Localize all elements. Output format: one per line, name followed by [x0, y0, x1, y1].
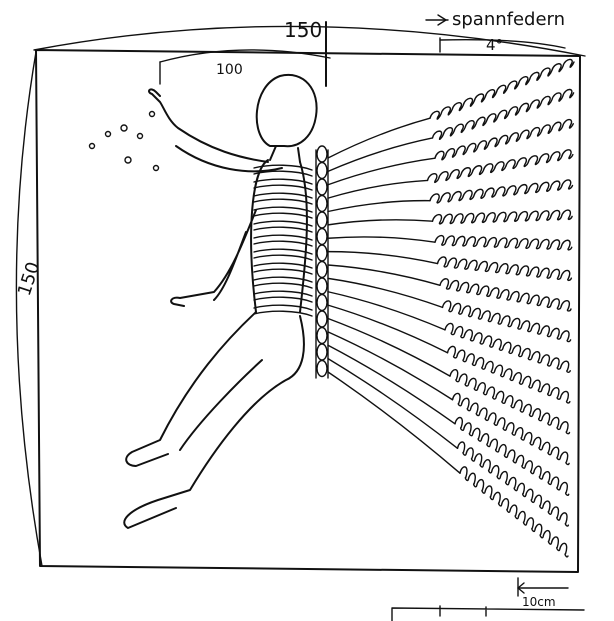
spring-coil	[429, 179, 574, 204]
spine-coil	[316, 277, 328, 295]
bottom-dimension-arrow	[517, 582, 525, 594]
top-dimension-label: 150	[284, 18, 322, 42]
spring-wire	[327, 179, 429, 199]
spine-coil	[316, 310, 328, 328]
spring-coil	[451, 392, 570, 466]
spring-wire	[327, 304, 449, 354]
figure-neck	[269, 145, 301, 163]
spine-coil	[316, 161, 328, 180]
spring-coil	[454, 416, 570, 496]
left-dimension-arc	[15, 51, 43, 567]
torso-band	[253, 248, 313, 261]
crumbs	[88, 110, 160, 172]
spring-coil	[431, 209, 573, 225]
torso-band	[253, 220, 313, 233]
spring-coil	[444, 322, 571, 373]
torso-band	[253, 234, 313, 247]
spring-coil	[434, 234, 573, 251]
springs-fan	[327, 58, 575, 558]
spine-coil	[316, 260, 328, 279]
spring-wire	[327, 277, 444, 309]
spring-coil	[431, 88, 575, 140]
spine-coil	[316, 326, 328, 345]
torso-band	[253, 262, 313, 275]
figure-legs	[123, 311, 305, 529]
spring-wire	[327, 331, 454, 401]
spine-coil	[316, 293, 328, 312]
figure-lower-arm	[170, 209, 257, 307]
spine-coils	[315, 145, 329, 379]
spine-coil	[316, 359, 328, 378]
spring-wire	[327, 357, 459, 450]
figure-head	[255, 73, 318, 148]
torso-band	[253, 276, 313, 289]
spine-coil	[316, 194, 328, 213]
spine-coil	[316, 178, 328, 196]
spring-coil	[441, 300, 572, 343]
spring-coil	[436, 256, 573, 282]
spring-wire	[327, 344, 456, 425]
spring-wire	[327, 236, 436, 243]
spring-coil	[429, 58, 575, 120]
spring-wire	[327, 219, 434, 226]
left-dimension-label: 150	[14, 259, 45, 298]
bottom-dimension-label: 10cm	[522, 595, 556, 609]
spring-wire	[327, 250, 439, 265]
spring-coil	[434, 118, 574, 161]
torso-band	[253, 304, 313, 317]
spring-coil	[449, 369, 571, 435]
frame	[35, 49, 581, 573]
angle-label: 4°	[486, 36, 503, 54]
spine-rails	[315, 149, 329, 379]
spring-coil	[446, 345, 571, 404]
spring-coil	[459, 466, 569, 558]
top-dimension-arc	[33, 25, 586, 57]
spine-coil	[316, 145, 328, 163]
spring-wire	[327, 264, 441, 286]
spring-coil	[426, 149, 574, 184]
spine-coil	[316, 244, 328, 262]
springs-arrow-head	[437, 14, 447, 26]
spring-coil	[439, 278, 572, 312]
spring-wire	[327, 199, 431, 213]
spine-coil	[316, 227, 328, 246]
spring-wire	[327, 371, 461, 474]
spring-coil	[456, 441, 570, 527]
figure-raised-arm	[148, 88, 283, 173]
angle-arc	[439, 38, 566, 49]
bottom-ruler	[391, 605, 585, 621]
spring-wire	[327, 291, 446, 331]
torso-band	[253, 178, 313, 191]
spring-wire	[327, 117, 431, 159]
torso-band	[253, 192, 313, 205]
spring-wire	[327, 317, 451, 377]
spine-coil	[316, 211, 328, 229]
torso-band	[253, 290, 313, 303]
spring-wire	[327, 157, 436, 186]
springs-label: spannfedern	[452, 9, 565, 30]
torso-band	[253, 164, 313, 177]
spring-wire	[327, 137, 434, 173]
torso-band	[253, 206, 313, 219]
torso-bands	[253, 164, 313, 317]
inner-dimension-label: 100	[216, 62, 243, 78]
inner-dimension-arc	[159, 49, 331, 63]
spine-coil	[316, 343, 328, 361]
